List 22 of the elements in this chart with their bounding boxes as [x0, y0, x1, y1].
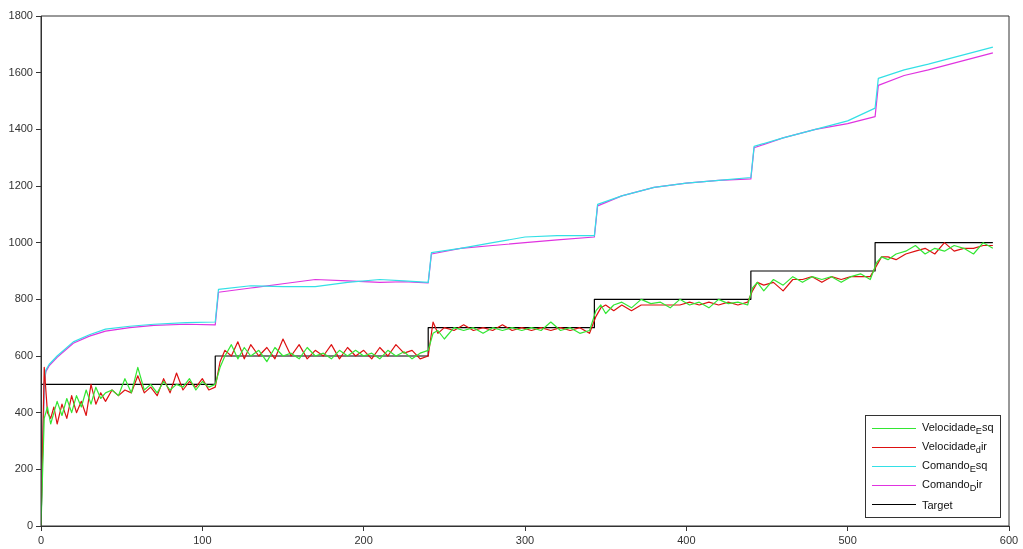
x-tick-label: 400 — [677, 533, 696, 546]
y-tick-label: 1400 — [8, 122, 33, 135]
y-tick-label: 0 — [26, 519, 33, 532]
legend-label: Velocidade$_{d}$ir — [922, 439, 988, 456]
x-tick-label: 300 — [515, 533, 535, 546]
y-tick-label: 1600 — [8, 65, 33, 78]
x-tick-label: 200 — [354, 533, 373, 546]
legend-label: Velocidade$_{E}$sq — [922, 420, 994, 437]
y-tick-label: 600 — [14, 349, 33, 362]
x-tick-label: 500 — [838, 533, 857, 546]
x-tick-label: 600 — [999, 533, 1019, 546]
y-tick-label: 400 — [14, 405, 33, 418]
x-tick-label: 0 — [37, 533, 45, 546]
y-tick-label: 1200 — [8, 179, 33, 192]
legend-label: Comando$_{E}$sq — [922, 458, 988, 475]
legend-label: Comando$_{D}$ir — [922, 477, 983, 494]
y-tick-label: 1000 — [8, 235, 33, 248]
y-tick-label: 800 — [14, 292, 33, 305]
y-tick-label: 200 — [14, 462, 33, 475]
x-tick-label: 100 — [193, 533, 212, 546]
legend-label: Target — [922, 498, 953, 511]
y-tick-label: 1800 — [8, 9, 33, 22]
